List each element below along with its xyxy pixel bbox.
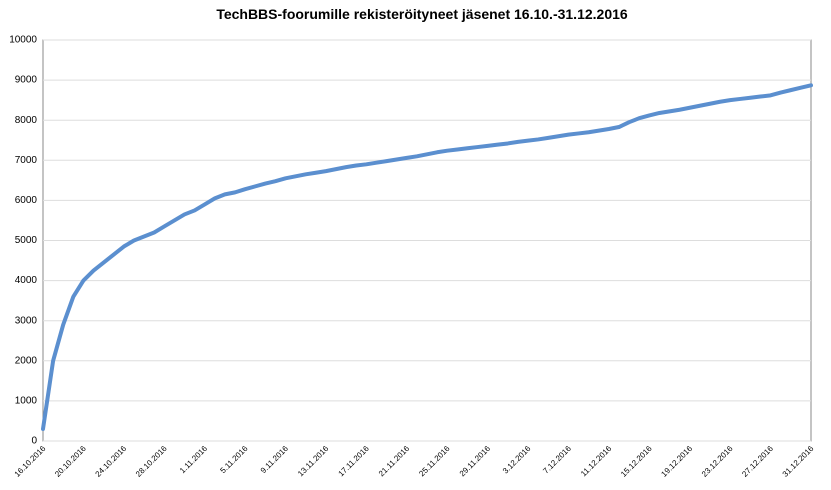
x-tick-label: 3.12.2016 xyxy=(501,444,533,476)
x-tick-label: 28.10.2016 xyxy=(134,444,169,479)
y-tick-label: 5000 xyxy=(15,235,38,246)
x-tick-label: 24.10.2016 xyxy=(94,444,129,479)
x-tick-label: 1.11.2016 xyxy=(178,444,209,475)
y-tick-label: 6000 xyxy=(15,195,38,206)
y-tick-label: 0 xyxy=(31,436,37,447)
y-tick-label: 8000 xyxy=(15,115,38,126)
y-tick-label: 10000 xyxy=(9,35,37,46)
y-tick-label: 9000 xyxy=(15,75,38,86)
chart-title: TechBBS-foorumille rekisteröityneet jäse… xyxy=(216,6,628,22)
x-tick-label: 23.12.2016 xyxy=(700,444,735,479)
x-tick-label: 16.10.2016 xyxy=(13,444,48,479)
x-tick-label: 17.11.2016 xyxy=(337,444,372,479)
x-tick-label: 15.12.2016 xyxy=(619,444,654,479)
y-tick-label: 2000 xyxy=(15,355,38,366)
x-tick-label: 11.12.2016 xyxy=(579,444,614,479)
y-tick-label: 1000 xyxy=(15,396,38,407)
y-tick-label: 3000 xyxy=(15,315,38,326)
data-line xyxy=(41,83,813,431)
x-tick-label: 31.12.2016 xyxy=(781,444,816,479)
y-tick-label: 4000 xyxy=(15,275,38,286)
x-tick-label: 13.11.2016 xyxy=(296,444,331,479)
x-tick-label: 20.10.2016 xyxy=(53,444,88,479)
x-tick-label: 9.11.2016 xyxy=(259,444,290,475)
x-tick-label: 19.12.2016 xyxy=(659,444,694,479)
x-tick-label: 25.11.2016 xyxy=(417,444,452,479)
x-tick-label: 29.11.2016 xyxy=(458,444,493,479)
x-tick-label: 27.12.2016 xyxy=(740,444,775,479)
y-tick-label: 7000 xyxy=(15,155,38,166)
x-tick-label: 21.11.2016 xyxy=(377,444,412,479)
x-tick-label: 5.11.2016 xyxy=(218,444,249,475)
x-tick-label: 7.12.2016 xyxy=(541,444,573,476)
